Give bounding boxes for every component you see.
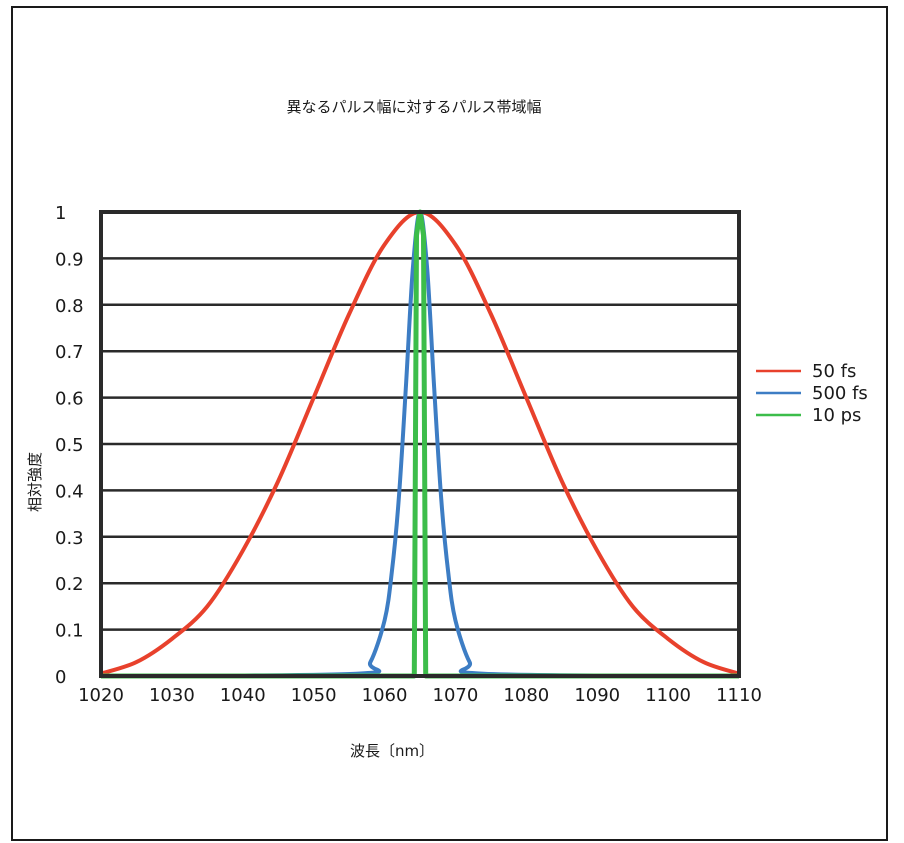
x-axis-label: 波長〔nm〕 bbox=[350, 742, 434, 760]
x-tick-label: 1050 bbox=[291, 685, 337, 706]
x-tick-label: 1040 bbox=[220, 685, 266, 706]
chart-title: 異なるパルス幅に対するパルス帯域幅 bbox=[286, 98, 541, 116]
y-tick-label: 0.4 bbox=[55, 481, 84, 502]
legend-label: 10 ps bbox=[812, 405, 861, 426]
y-tick-label: 0.3 bbox=[55, 528, 84, 549]
legend-entry: 50 fs bbox=[756, 361, 856, 382]
y-tick-label: 0 bbox=[55, 667, 66, 688]
y-tick-label: 0.9 bbox=[55, 249, 84, 270]
y-tick-label: 0.6 bbox=[55, 389, 84, 410]
legend-label: 50 fs bbox=[812, 361, 856, 382]
y-tick-label: 0.1 bbox=[55, 621, 84, 642]
chart-frame: 異なるパルス幅に対するパルス帯域幅 0 0.1 0.2 0.3 0.4 0.5 0.6 0.7… bbox=[11, 6, 888, 841]
x-tick-label: 1060 bbox=[362, 685, 408, 706]
x-tick-label: 1100 bbox=[645, 685, 691, 706]
x-tick-label: 1070 bbox=[433, 685, 479, 706]
x-tick-label: 1090 bbox=[574, 685, 620, 706]
x-tick-label: 1080 bbox=[503, 685, 549, 706]
y-tick-label: 0.8 bbox=[55, 296, 84, 317]
y-tick-label: 0.5 bbox=[55, 435, 84, 456]
chart-svg: 異なるパルス幅に対するパルス帯域幅 0 0.1 0.2 0.3 0.4 0.5 0.6 0.7… bbox=[26, 98, 868, 760]
x-tick-label: 1020 bbox=[78, 685, 124, 706]
plot-border bbox=[99, 210, 741, 678]
y-tick-labels: 0 0.1 0.2 0.3 0.4 0.5 0.6 0.7 0.8 0.9 1 bbox=[55, 203, 84, 688]
y-tick-label: 1 bbox=[55, 203, 66, 224]
y-tick-label: 0.2 bbox=[55, 574, 84, 595]
x-tick-label: 1110 bbox=[716, 685, 762, 706]
y-tick-label: 0.7 bbox=[55, 342, 84, 363]
grid-layer bbox=[101, 257, 739, 631]
y-axis-label: 相対強度 bbox=[26, 452, 44, 512]
legend-entry: 500 fs bbox=[756, 383, 868, 404]
x-tick-label: 1030 bbox=[149, 685, 195, 706]
x-tick-labels: 1020 1030 1040 1050 1060 1070 1080 1090 1100 1110 bbox=[78, 685, 762, 706]
legend-label: 500 fs bbox=[812, 383, 868, 404]
legend-entry: 10 ps bbox=[756, 405, 861, 426]
